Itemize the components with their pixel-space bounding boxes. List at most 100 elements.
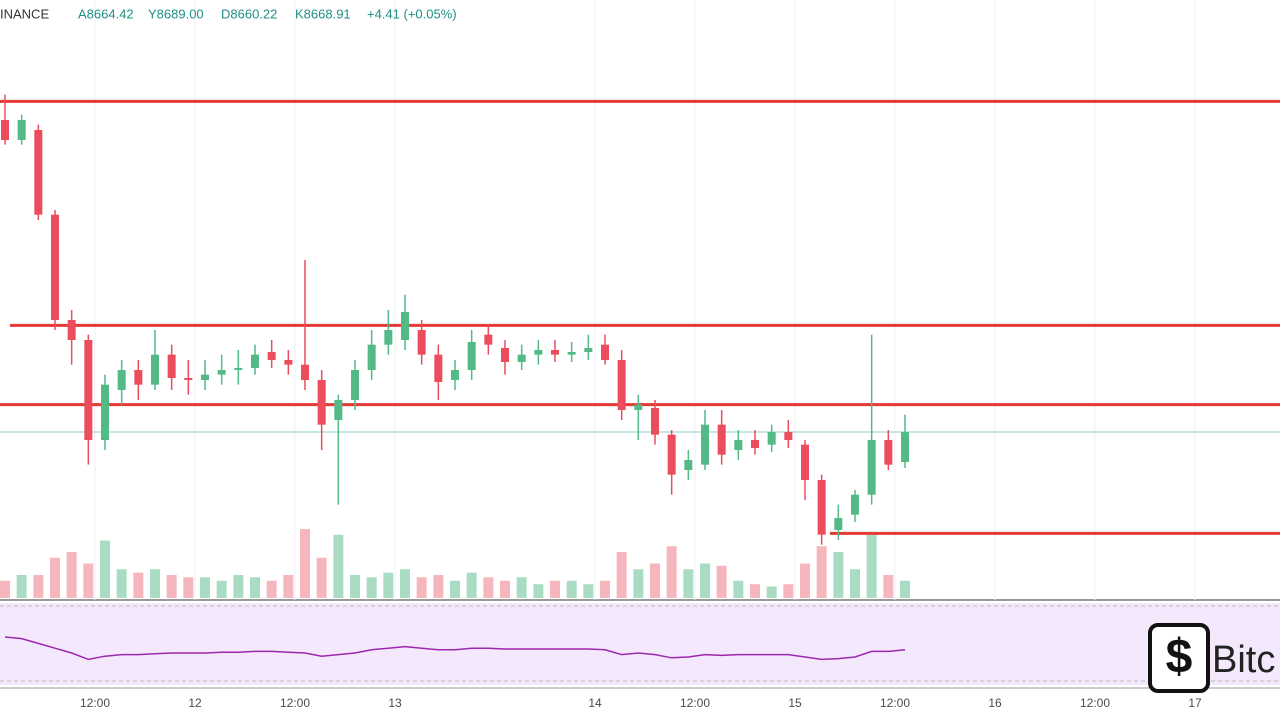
volume-bar [716,565,727,598]
candle-body [617,360,626,410]
candle-body [67,320,76,340]
volume-bar [600,580,610,598]
volume-bar [800,563,810,598]
volume-bar [833,552,844,598]
x-tick-label: 16 [988,696,1002,710]
candle-body [201,374,209,380]
volume-bar [83,563,94,598]
volume-bar [100,540,110,598]
candle-body [351,370,359,400]
volume-bar [133,572,144,598]
watermark: Bitc [1212,639,1275,681]
volume-bar [550,580,560,598]
candle-body [684,460,693,470]
candle-body [367,344,376,370]
volume-bar [416,577,427,598]
svg-text:$: $ [1166,631,1193,684]
candle-body [834,518,843,530]
volume-bar [383,572,394,598]
candle-body [601,344,609,360]
candle-body [467,342,476,370]
candle-body [701,424,709,465]
volume-bar [116,569,127,598]
volume-bar [316,557,327,598]
volume-bar [50,557,60,598]
x-tick-label: 17 [1188,696,1202,710]
volume-bar [350,575,360,598]
volume-bar [233,575,244,598]
volume-bar [433,575,444,598]
candle-body [584,348,593,352]
candle-body [17,120,26,140]
volume-bar [0,580,10,598]
volume-bar [33,575,44,598]
x-tick-label: 12:00 [80,696,110,710]
candle-body [517,354,526,362]
candle-body [101,384,109,440]
candle-body [851,494,859,515]
candle-body [84,340,93,440]
volume-bar [366,577,377,598]
volume-bar [650,563,660,598]
candle-body [267,352,276,360]
ohlc-value: K8668.91 [295,6,351,21]
volume-bar [466,572,477,598]
candle-body [184,378,193,380]
candle-body [801,444,809,480]
volume-bar [300,529,310,598]
x-tick-label: 13 [388,696,402,710]
volume-bar [150,569,160,598]
candle-body [117,370,126,390]
candle-body [484,334,493,345]
candle-body [751,440,759,448]
volume-bar [583,584,594,598]
volume-bar [500,580,510,598]
candle-body [501,348,509,362]
x-tick-label: 12:00 [280,696,310,710]
candle-body [717,424,726,455]
x-tick-label: 14 [588,696,602,710]
candle-body [51,214,59,320]
volume-bar [16,575,27,598]
x-tick-label: 15 [788,696,802,710]
candle-body [167,354,176,378]
candle-body [301,364,309,380]
candle-body [634,404,643,410]
ohlc-value: D8660.22 [221,6,277,21]
volume-bar [850,569,860,598]
symbol: INANCE [0,6,49,21]
candle-body [251,354,259,368]
candle-body [434,354,443,382]
volume-bar [733,580,744,598]
volume-bar [333,534,344,598]
volume-bar [666,546,677,598]
candle-body [784,432,793,440]
volume-bar [683,569,694,598]
volume-bar [700,563,710,598]
candle-body [651,408,659,435]
volume-bar [66,552,77,598]
volume-bar [816,546,827,598]
volume-bar [750,584,760,598]
candle-body [417,330,426,355]
candle-body [401,312,409,340]
x-tick-label: 12:00 [880,696,910,710]
volume-bar [866,534,877,598]
candle-body [317,380,326,425]
candle-body [884,440,893,465]
candle-body [1,120,9,140]
volume-bar [883,575,894,598]
candle-body [867,440,876,495]
candle-body [151,354,159,385]
volume-bar [783,584,794,598]
candle-body [451,370,459,380]
candle-body [284,360,293,365]
candle-body [667,434,676,475]
ohlc-value: Y8689.00 [148,6,204,21]
volume-bar [166,575,177,598]
volume-bar [216,580,227,598]
logo: $ Bitc [1148,623,1275,693]
candle-body [334,400,343,420]
candle-body [767,432,776,445]
